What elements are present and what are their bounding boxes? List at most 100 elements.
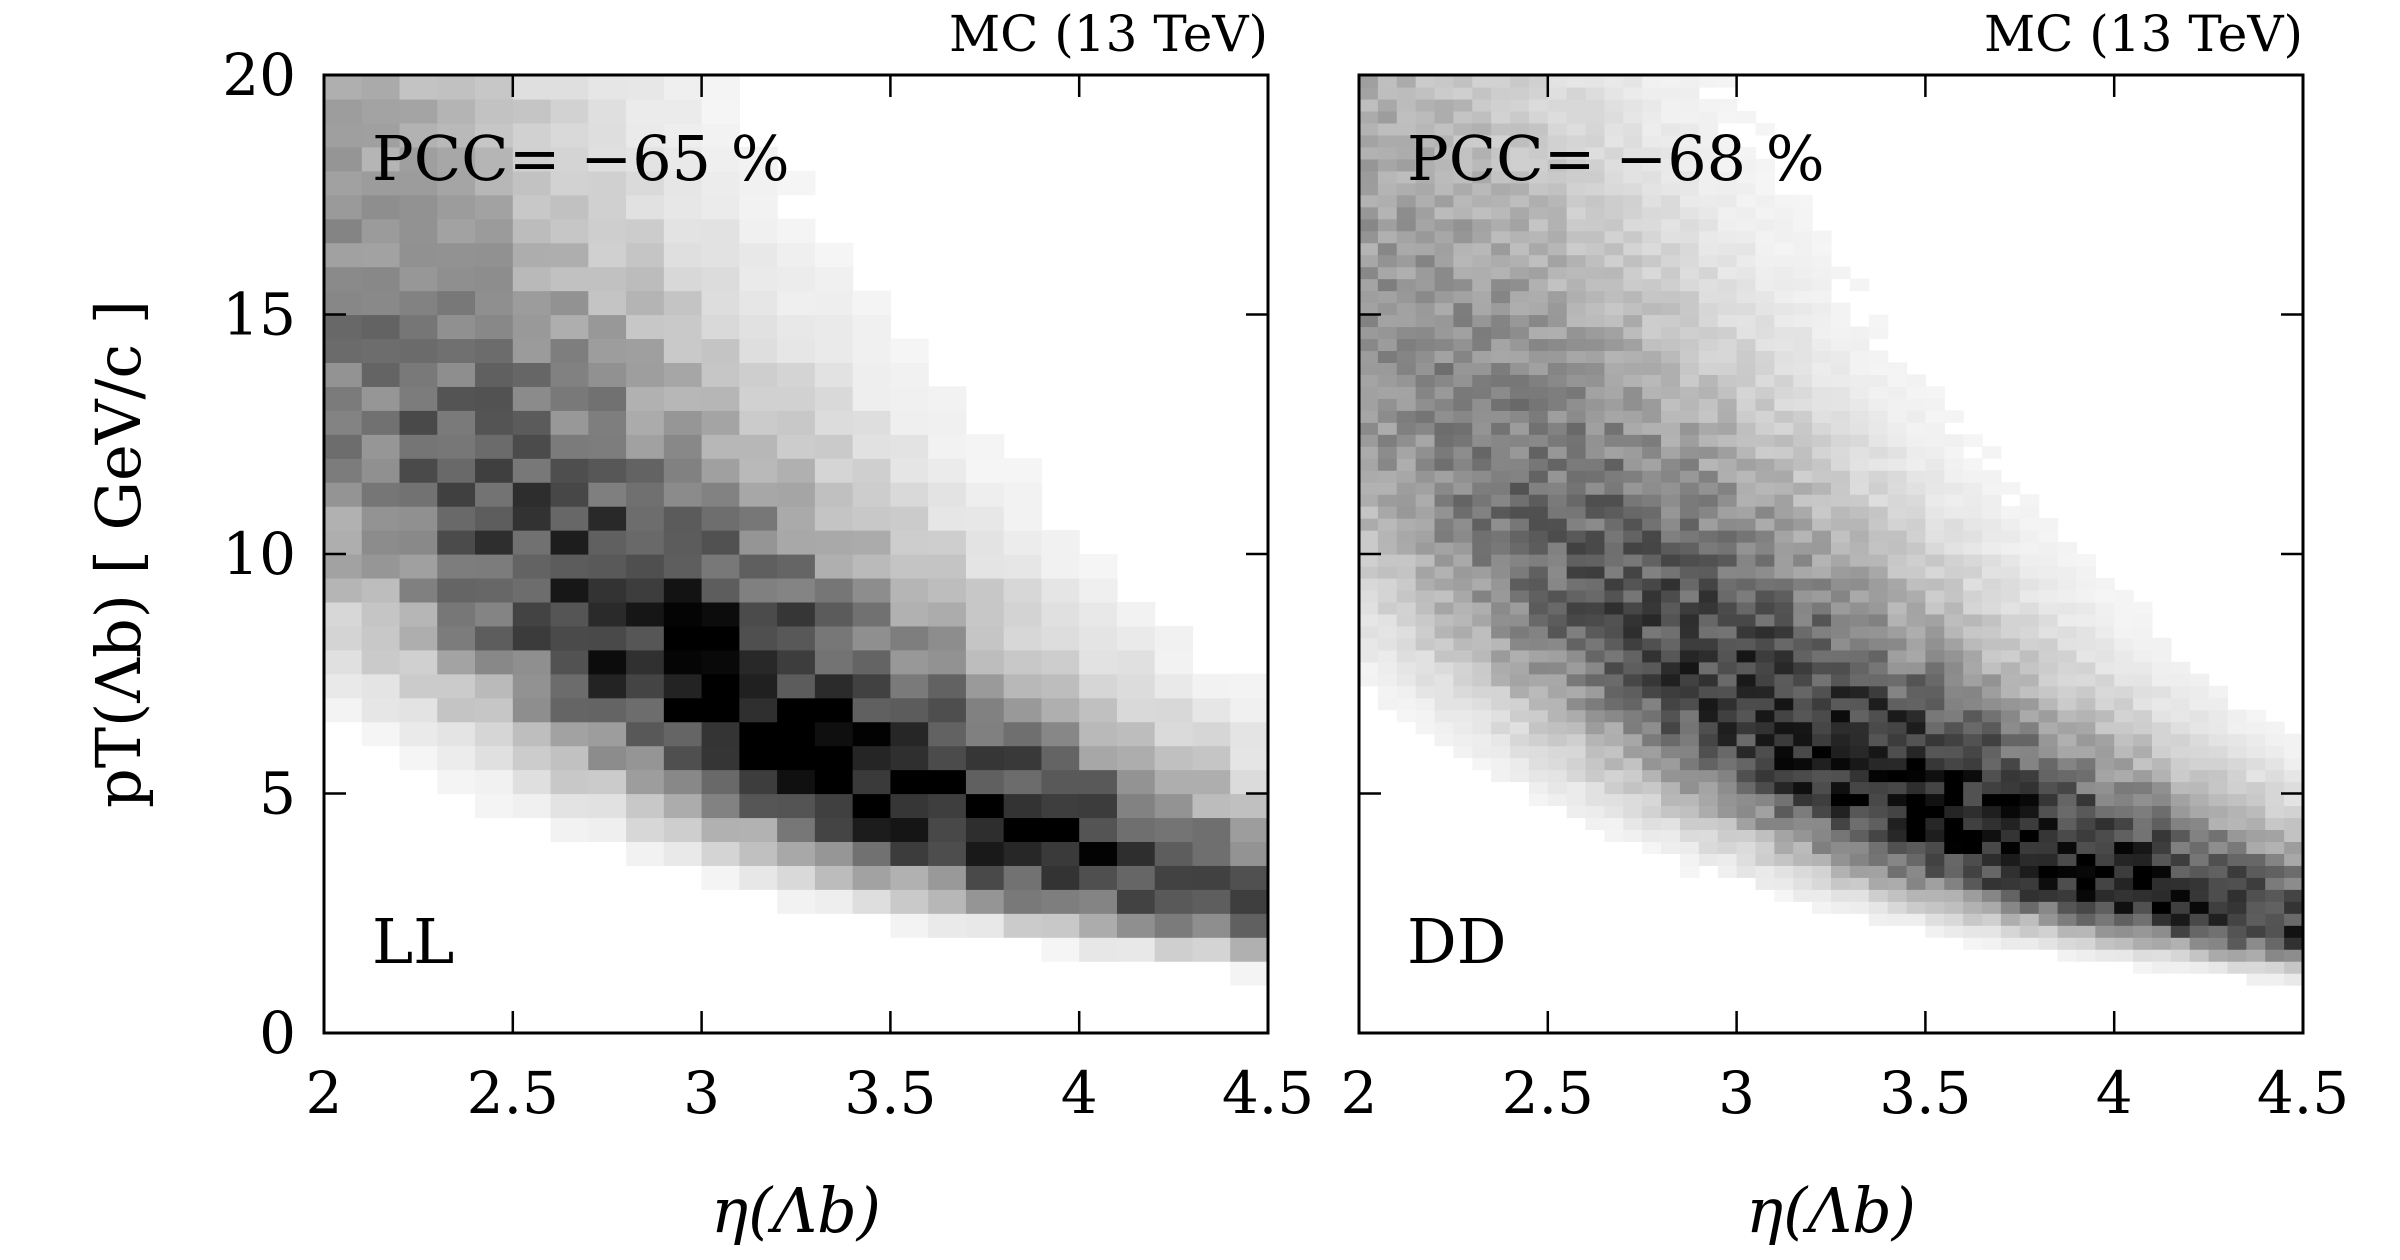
- heatmap-cell: [1116, 889, 1156, 914]
- heatmap-cell: [626, 218, 665, 244]
- heatmap-cell: [1698, 649, 1719, 663]
- heatmap-cell: [2208, 709, 2229, 723]
- heatmap-cell: [1831, 410, 1851, 423]
- heatmap-cell: [324, 170, 363, 196]
- heatmap-cell: [1755, 458, 1775, 471]
- heatmap-cell: [1736, 290, 1757, 304]
- heatmap-cell: [1982, 506, 2002, 519]
- heatmap-cell: [1963, 601, 1983, 615]
- heatmap-cell: [1698, 661, 1719, 675]
- heatmap-cell: [1963, 733, 1983, 747]
- heatmap-cell: [2000, 542, 2021, 555]
- heatmap-cell: [1453, 637, 1473, 651]
- heatmap-cell: [1604, 422, 1624, 435]
- heatmap-cell: [1887, 817, 1908, 831]
- heatmap-cell: [2000, 506, 2021, 519]
- heatmap-cell: [1698, 110, 1719, 124]
- heatmap-cell: [1434, 458, 1454, 471]
- heatmap-cell: [1717, 230, 1738, 244]
- heatmap-cell: [2019, 745, 2040, 759]
- heatmap-cell: [1377, 697, 1398, 711]
- heatmap-cell: [1963, 506, 1983, 519]
- x-tick-label: 4: [2096, 1059, 2133, 1127]
- heatmap-cell: [1547, 685, 1568, 699]
- heatmap-cell: [1774, 601, 1794, 615]
- heatmap-cell: [1528, 434, 1549, 447]
- heatmap-cell: [1812, 386, 1832, 399]
- heatmap-cell: [1868, 506, 1889, 519]
- heatmap-cell: [324, 625, 363, 651]
- heatmap-cell: [1755, 637, 1775, 651]
- heatmap-cell: [1868, 673, 1889, 687]
- heatmap-cell: [1982, 937, 2002, 950]
- heatmap-cell: [2000, 841, 2021, 854]
- heatmap-cell: [739, 865, 778, 890]
- heatmap-cell: [1868, 482, 1889, 495]
- heatmap-cell: [1528, 398, 1549, 411]
- heatmap-cell: [1736, 482, 1757, 495]
- heatmap-cell: [2208, 901, 2229, 914]
- heatmap-cell: [1698, 386, 1719, 399]
- heatmap-cell: [1566, 206, 1587, 220]
- heatmap-cell: [2114, 625, 2134, 639]
- heatmap-cell: [1116, 937, 1156, 962]
- heatmap-cell: [1585, 625, 1606, 639]
- heatmap-cell: [361, 410, 401, 435]
- heatmap-cell: [814, 745, 854, 771]
- heatmap-cell: [1528, 649, 1549, 663]
- heatmap-cell: [1755, 206, 1775, 220]
- heatmap-cell: [1377, 254, 1398, 268]
- heatmap-cell: [475, 362, 514, 387]
- heatmap-cell: [1831, 673, 1851, 687]
- heatmap-cell: [1679, 362, 1700, 375]
- heatmap-cell: [2170, 805, 2191, 819]
- heatmap-cell: [2000, 482, 2021, 495]
- heatmap-cell: [852, 482, 891, 507]
- heatmap-cell: [1812, 338, 1832, 352]
- heatmap-cell: [324, 554, 363, 579]
- heatmap-cell: [2076, 865, 2096, 878]
- heatmap-cell: [1849, 494, 1870, 507]
- heatmap-cell: [1944, 577, 1964, 591]
- heatmap-cell: [1925, 901, 1945, 914]
- heatmap-cell: [1698, 314, 1719, 328]
- heatmap-cell: [1510, 649, 1530, 663]
- heatmap-cell: [588, 530, 627, 555]
- heatmap-cell: [1547, 518, 1568, 531]
- heatmap-cell: [965, 817, 1005, 842]
- heatmap-cell: [1472, 326, 1492, 340]
- heatmap-cell: [663, 841, 703, 866]
- heatmap-cell: [1396, 218, 1417, 232]
- heatmap-cell: [965, 889, 1005, 914]
- heatmap-cell: [2076, 817, 2096, 831]
- heatmap-cell: [965, 434, 1005, 459]
- heatmap-cell: [1434, 613, 1454, 627]
- heatmap-cell: [1359, 518, 1379, 531]
- heatmap-cell: [1623, 769, 1643, 783]
- heatmap-cell: [1377, 530, 1398, 543]
- heatmap-cell: [2057, 925, 2078, 938]
- heatmap-cell: [1849, 625, 1870, 639]
- heatmap-cell: [2057, 637, 2078, 651]
- heatmap-cell: [1906, 709, 1926, 723]
- heatmap-cell: [1887, 721, 1908, 735]
- heatmap-cell: [1925, 889, 1945, 902]
- heatmap-cell: [437, 266, 476, 292]
- heatmap-cell: [1812, 781, 1832, 795]
- heatmap-cell: [2057, 817, 2078, 831]
- heatmap-cell: [1623, 230, 1643, 244]
- x-tick-label: 3.5: [1879, 1059, 1971, 1127]
- heatmap-cell: [1154, 649, 1194, 675]
- heatmap-cell: [1547, 290, 1568, 304]
- heatmap-cell: [1396, 554, 1417, 567]
- heatmap-cell: [2019, 913, 2040, 926]
- heatmap-cell: [1192, 721, 1231, 747]
- heatmap-cell: [1887, 374, 1908, 387]
- heatmap-cell: [2095, 793, 2115, 807]
- heatmap-cell: [1453, 158, 1473, 172]
- heatmap-cell: [1812, 362, 1832, 375]
- heatmap-cell: [1604, 350, 1624, 363]
- heatmap-cell: [1831, 589, 1851, 603]
- heatmap-cell: [1812, 769, 1832, 783]
- heatmap-cell: [1472, 86, 1492, 100]
